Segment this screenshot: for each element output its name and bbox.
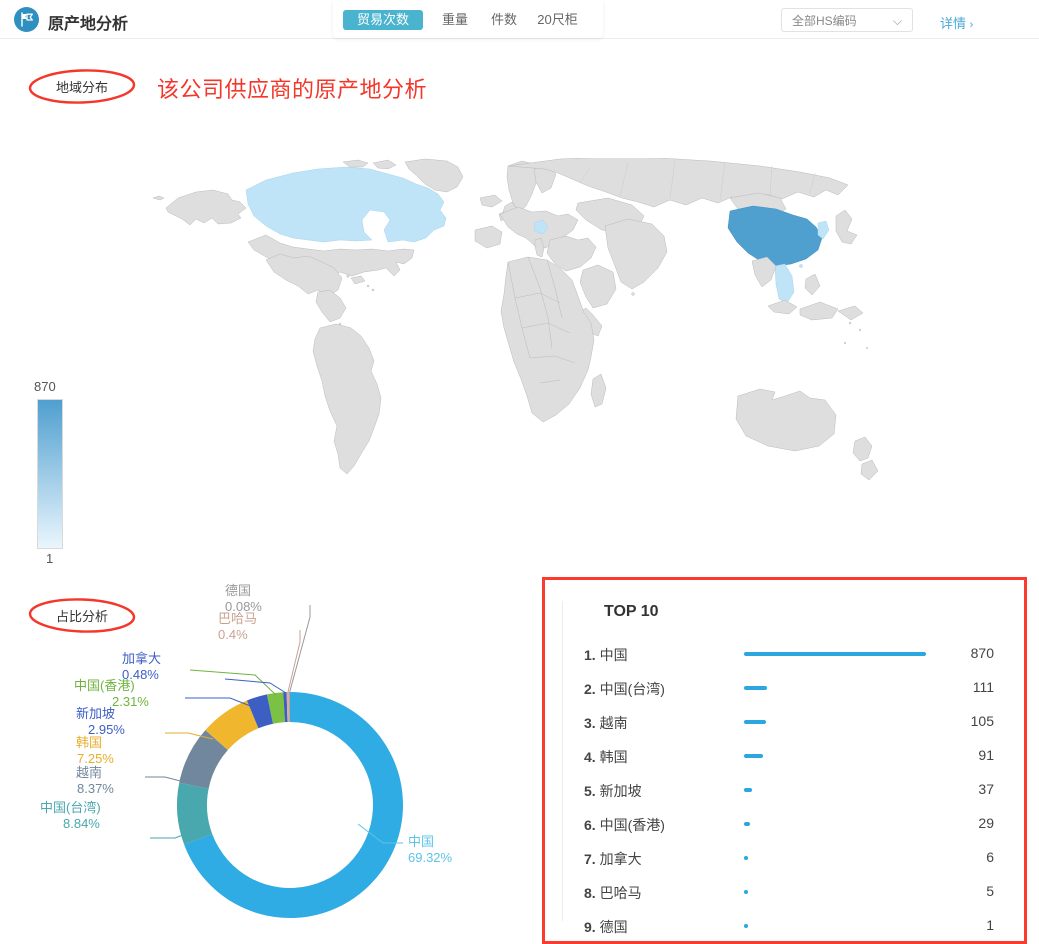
- svg-text:69.32%: 69.32%: [408, 850, 453, 865]
- svg-text:0.08%: 0.08%: [225, 599, 262, 614]
- svg-text:2.95%: 2.95%: [88, 722, 125, 737]
- svg-text:8.37%: 8.37%: [77, 781, 114, 796]
- svg-text:越南: 越南: [76, 765, 102, 780]
- svg-text:8.84%: 8.84%: [63, 816, 100, 831]
- svg-text:新加坡: 新加坡: [76, 706, 115, 721]
- svg-text:7.25%: 7.25%: [77, 751, 114, 766]
- svg-text:2.31%: 2.31%: [112, 694, 149, 709]
- svg-text:中国: 中国: [408, 834, 434, 849]
- svg-text:加拿大: 加拿大: [122, 651, 161, 666]
- svg-text:韩国: 韩国: [76, 735, 102, 750]
- svg-text:0.4%: 0.4%: [218, 627, 248, 642]
- svg-text:0.48%: 0.48%: [122, 667, 159, 682]
- svg-text:德国: 德国: [225, 583, 251, 598]
- svg-text:中国(台湾): 中国(台湾): [40, 800, 101, 815]
